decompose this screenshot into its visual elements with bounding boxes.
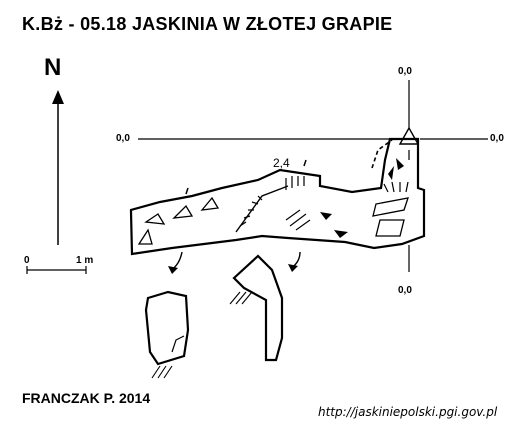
scale-bar — [26, 266, 87, 274]
section-arrow-head — [288, 264, 298, 272]
slope-arrow — [320, 212, 332, 220]
source-url: http://jaskiniepolski.pgi.gov.pl — [318, 405, 498, 419]
slope-hachures — [239, 176, 409, 227]
datum-label-top: 0,0 — [398, 66, 412, 77]
datum-label-left: 0,0 — [116, 133, 130, 144]
tick-mark — [185, 187, 189, 195]
dripline-dashed — [371, 139, 393, 169]
rock-1 — [137, 228, 153, 245]
rock-4 — [200, 196, 220, 211]
inner-wall — [235, 185, 289, 233]
map-title: K.Bż - 05.18 JASKINIA W ZŁOTEJ GRAPIE — [22, 14, 393, 34]
scale-start-label: 0 — [24, 255, 30, 266]
slope-arrow — [334, 230, 348, 238]
rock-2 — [144, 213, 166, 225]
section-arrow-head — [168, 266, 178, 274]
slope-arrow — [396, 158, 404, 170]
datum-lines — [138, 80, 488, 272]
entrance-marker — [398, 126, 420, 145]
datum-label-bottom: 0,0 — [398, 285, 412, 296]
north-arrow-head — [52, 90, 64, 104]
inner-block-2 — [375, 219, 405, 237]
tick-mark — [303, 159, 307, 167]
sediment-hatching — [285, 209, 311, 231]
scale-end-label: 1 m — [76, 255, 94, 266]
cross-section-1-floor-hatch — [151, 365, 173, 379]
cross-section-2-floor-hatch — [229, 291, 253, 305]
inner-block-1 — [372, 197, 409, 217]
cross-section-1-detail — [171, 335, 185, 353]
cross-section-1 — [144, 290, 190, 366]
north-label: N — [44, 54, 62, 81]
author-credit: FRANCZAK P. 2014 — [22, 390, 151, 406]
height-mark-label: 2,4 — [273, 156, 290, 170]
slope-arrow — [388, 166, 394, 180]
cross-section-2 — [232, 254, 284, 362]
datum-label-right: 0,0 — [490, 133, 504, 144]
cave-outline — [129, 137, 426, 256]
rock-3 — [172, 204, 194, 219]
